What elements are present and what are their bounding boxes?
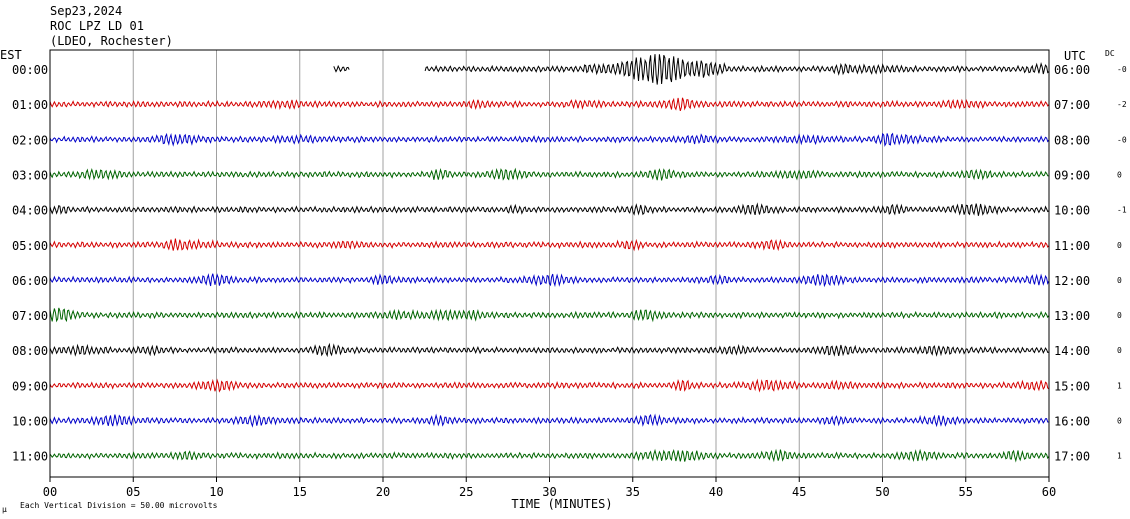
header-station: ROC LPZ LD 01 (50, 19, 144, 33)
x-tick-label-00: 00 (43, 485, 57, 499)
x-tick-label-20: 20 (376, 485, 390, 499)
dc-value-0: -0 (1117, 65, 1127, 74)
x-tick-label-15: 15 (293, 485, 307, 499)
x-tick-label-55: 55 (959, 485, 973, 499)
est-label-5: 05:00 (12, 239, 48, 253)
header-date: Sep23,2024 (50, 4, 123, 18)
est-label-2: 02:00 (12, 133, 48, 147)
trace-11 (49, 448, 1050, 463)
scale-note: Each Vertical Division = 50.00 microvolt… (20, 501, 218, 510)
utc-label-5: 11:00 (1054, 239, 1090, 253)
x-tick-label-50: 50 (875, 485, 889, 499)
utc-label-4: 10:00 (1054, 204, 1090, 218)
x-tick-label-30: 30 (542, 485, 556, 499)
traces (49, 54, 1050, 463)
est-label-9: 09:00 (12, 379, 48, 393)
plot-frame (49, 49, 1050, 478)
est-label-3: 03:00 (12, 168, 48, 182)
dc-value-11: 1 (1117, 452, 1122, 461)
utc-label-11: 17:00 (1054, 450, 1090, 464)
utc-label-2: 08:00 (1054, 133, 1090, 147)
utc-label-1: 07:00 (1054, 98, 1090, 112)
est-axis-label: EST (0, 48, 22, 62)
x-axis-title: TIME (MINUTES) (511, 497, 612, 511)
est-label-0: 00:00 (12, 63, 48, 77)
corner-mark: μ (2, 505, 7, 514)
trace-9 (49, 378, 1050, 393)
x-tick-label-60: 60 (1042, 485, 1056, 499)
dc-value-7: 0 (1117, 311, 1122, 320)
utc-axis-label: UTC (1064, 49, 1086, 63)
x-tick-label-25: 25 (459, 485, 473, 499)
utc-label-10: 16:00 (1054, 415, 1090, 429)
trace-7 (49, 307, 1050, 323)
utc-label-7: 13:00 (1054, 309, 1090, 323)
dc-value-4: -1 (1117, 206, 1127, 215)
dc-value-2: -0 (1117, 135, 1127, 144)
est-label-10: 10:00 (12, 415, 48, 429)
dc-value-5: 0 (1117, 241, 1122, 250)
x-tick-label-10: 10 (209, 485, 223, 499)
dc-value-9: 1 (1117, 381, 1122, 390)
grid (49, 50, 1050, 482)
utc-label-6: 12:00 (1054, 274, 1090, 288)
x-tick-label-05: 05 (126, 485, 140, 499)
x-tick-label-45: 45 (792, 485, 806, 499)
trace-10 (49, 413, 1049, 428)
dc-value-1: -2 (1117, 100, 1127, 109)
trace-5 (49, 238, 1050, 252)
est-label-1: 01:00 (12, 98, 48, 112)
header-network: (LDEO, Rochester) (50, 34, 173, 48)
dc-value-3: 0 (1117, 170, 1122, 179)
trace-1 (49, 97, 1050, 112)
utc-label-8: 14:00 (1054, 344, 1090, 358)
x-tick-label-35: 35 (626, 485, 640, 499)
x-tick-label-40: 40 (709, 485, 723, 499)
utc-label-0: 06:00 (1054, 63, 1090, 77)
utc-label-9: 15:00 (1054, 379, 1090, 393)
dc-label: DC (1105, 49, 1115, 58)
est-label-8: 08:00 (12, 344, 48, 358)
dc-value-10: 0 (1117, 417, 1122, 426)
est-label-4: 04:00 (12, 204, 48, 218)
utc-label-3: 09:00 (1054, 168, 1090, 182)
est-label-6: 06:00 (12, 274, 48, 288)
trace-3 (49, 167, 1049, 181)
est-label-7: 07:00 (12, 309, 48, 323)
dc-value-6: 0 (1117, 276, 1122, 285)
trace-0 (333, 54, 1050, 85)
trace-6 (49, 273, 1050, 288)
dc-value-8: 0 (1117, 346, 1122, 355)
trace-2 (49, 132, 1050, 147)
trace-8 (49, 342, 1049, 358)
est-label-11: 11:00 (12, 450, 48, 464)
trace-4 (49, 202, 1050, 216)
